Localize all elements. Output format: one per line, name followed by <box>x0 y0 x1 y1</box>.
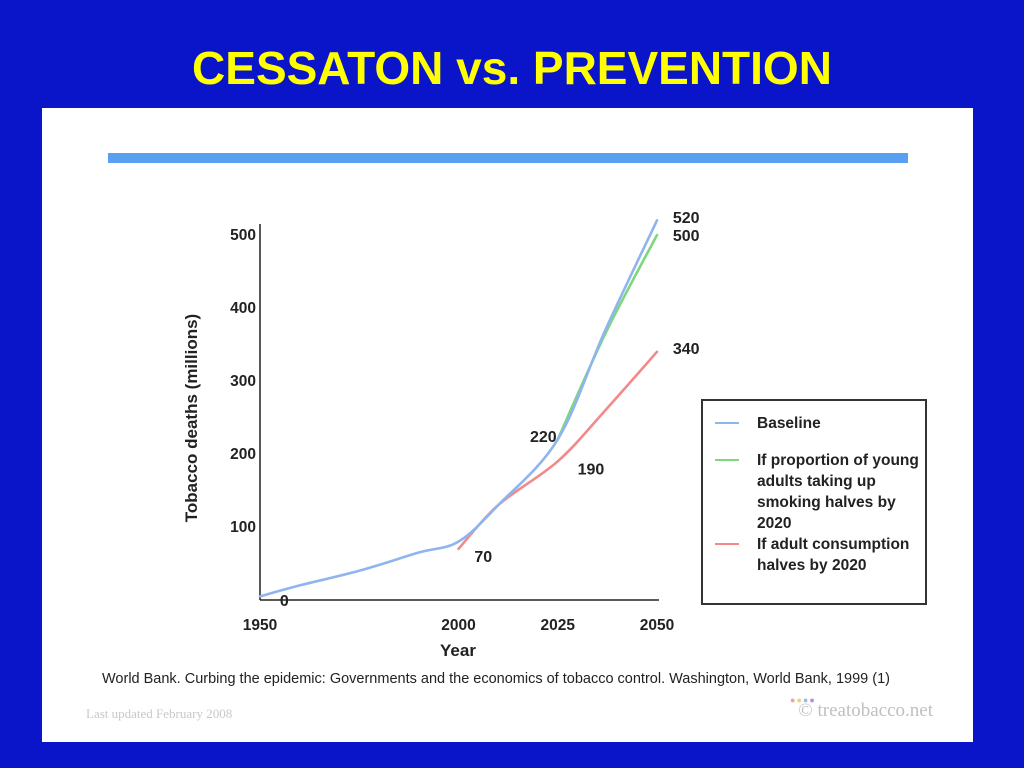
brand-dots-icon: ●●●● <box>790 695 816 705</box>
banner-bar <box>108 153 908 163</box>
x-tick-label: 1950 <box>243 617 277 634</box>
legend-swatch-adult-consumption <box>715 543 739 545</box>
series-line-baseline <box>258 219 659 598</box>
legend-label: If proportion of young adults taking up … <box>757 452 919 532</box>
y-tick-label: 300 <box>230 373 256 390</box>
y-tick-label: 200 <box>230 446 256 463</box>
x-axis-label: Year <box>440 641 476 660</box>
legend-label: Baseline <box>757 415 821 432</box>
y-axis-label: Tobacco deaths (millions) <box>182 314 201 522</box>
series-line-young-adults <box>556 233 659 441</box>
y-tick-label: 100 <box>230 519 256 536</box>
y-tick-label: 500 <box>230 227 256 244</box>
chart-svg: 100 200 300 400 500 1950 2000 2025 2050 Year Tobac… <box>108 153 908 660</box>
legend-label: If adult consumption halves by 2020 <box>757 536 910 574</box>
data-label: 340 <box>673 341 700 358</box>
x-tick-label: 2025 <box>541 617 576 634</box>
chart-axes: 100 200 300 400 500 1950 2000 2025 2050 Year Tobac… <box>182 224 674 660</box>
data-label: 220 <box>530 429 557 446</box>
source-citation: World Bank. Curbing the epidemic: Govern… <box>102 671 890 687</box>
data-label: 190 <box>578 462 605 479</box>
data-label: 520 <box>673 210 700 227</box>
y-tick-label: 400 <box>230 300 256 317</box>
x-tick-label: 2000 <box>441 617 475 634</box>
slide-title: CESSATON vs. PREVENTION <box>192 42 832 94</box>
series-line-adult-consumption <box>457 350 659 551</box>
last-updated-note: Last updated February 2008 <box>86 706 233 721</box>
legend-swatch-baseline <box>715 422 739 424</box>
data-label: 70 <box>474 549 492 566</box>
brand-watermark: © treatobacco.net <box>798 700 933 721</box>
legend-swatch-young-adults <box>715 459 739 461</box>
chart-legend: Baseline If proportion of young adults t… <box>701 399 927 605</box>
x-tick-label: 2050 <box>640 617 674 634</box>
data-label: 500 <box>673 228 700 245</box>
chart-panel: 100 200 300 400 500 1950 2000 2025 2050 Year Tobac… <box>42 108 973 742</box>
data-label: 0 <box>280 593 289 610</box>
series-layer <box>258 219 659 598</box>
